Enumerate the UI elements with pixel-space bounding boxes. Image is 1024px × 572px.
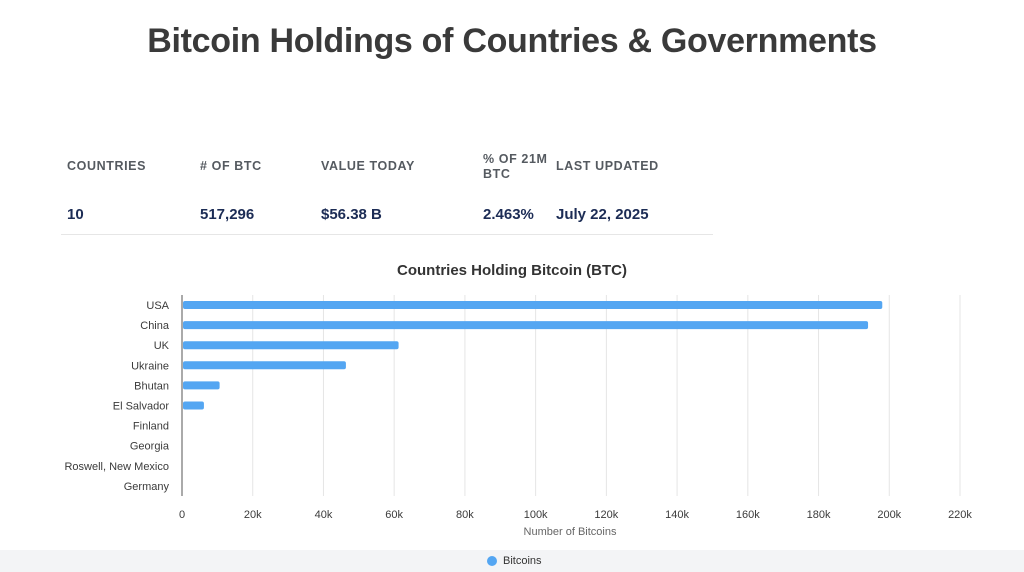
bar xyxy=(183,381,220,390)
y-tick-label: El Salvador xyxy=(113,401,170,413)
y-tick-label: Finland xyxy=(133,421,169,433)
stat-pct-label: % OF 21M BTC xyxy=(483,152,548,181)
y-tick-label: Germany xyxy=(124,481,170,493)
x-tick-label: 220k xyxy=(948,509,972,521)
y-tick-label: China xyxy=(140,320,170,332)
x-tick-label: 60k xyxy=(385,509,403,521)
legend-item-bitcoins[interactable]: Bitcoins xyxy=(487,554,542,568)
x-tick-label: 40k xyxy=(315,509,333,521)
legend-dot-icon xyxy=(487,556,497,566)
stat-last-updated-label: LAST UPDATED xyxy=(556,159,659,173)
stat-countries-value: 10 xyxy=(67,206,84,223)
stat-btc-label: # OF BTC xyxy=(200,159,262,173)
y-tick-label: UK xyxy=(154,340,170,352)
chart-title: Countries Holding Bitcoin (BTC) xyxy=(397,262,627,279)
stat-countries-label: COUNTRIES xyxy=(67,159,147,173)
bar xyxy=(183,401,204,410)
bar xyxy=(183,341,399,350)
stat-pct-value: 2.463% xyxy=(483,206,534,223)
x-axis-title: Number of Bitcoins xyxy=(524,526,617,538)
bar xyxy=(183,321,869,330)
x-tick-label: 80k xyxy=(456,509,474,521)
y-tick-label: Roswell, New Mexico xyxy=(64,461,169,473)
stat-value-today-value: $56.38 B xyxy=(321,206,382,223)
page-title: Bitcoin Holdings of Countries & Governme… xyxy=(147,22,877,60)
x-tick-label: 0 xyxy=(179,509,185,521)
x-tick-label: 140k xyxy=(665,509,689,521)
legend: Bitcoins xyxy=(0,550,1024,572)
x-tick-label: 120k xyxy=(594,509,618,521)
y-tick-label: USA xyxy=(146,300,169,312)
stats-table: COUNTRIES 10 # OF BTC 517,296 VALUE TODA… xyxy=(61,152,713,235)
stat-last-updated-value: July 22, 2025 xyxy=(556,206,649,223)
legend-label: Bitcoins xyxy=(503,555,542,567)
y-tick-label: Georgia xyxy=(130,441,170,453)
x-tick-label: 160k xyxy=(736,509,760,521)
stat-btc-value: 517,296 xyxy=(200,206,255,223)
x-tick-label: 180k xyxy=(807,509,831,521)
stat-value-today-label: VALUE TODAY xyxy=(321,159,415,173)
x-tick-label: 20k xyxy=(244,509,262,521)
bar xyxy=(183,301,883,309)
bar xyxy=(183,361,346,370)
x-tick-label: 100k xyxy=(524,509,548,521)
bar-chart: USA China UK Ukraine Bhutan El Salvador Finlan… xyxy=(64,295,972,538)
y-tick-label: Ukraine xyxy=(131,360,169,372)
y-tick-label: Bhutan xyxy=(134,380,169,392)
x-tick-label: 200k xyxy=(877,509,901,521)
